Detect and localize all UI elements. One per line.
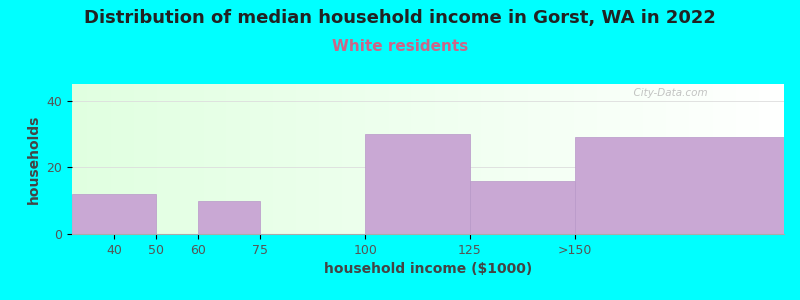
Text: Distribution of median household income in Gorst, WA in 2022: Distribution of median household income … <box>84 9 716 27</box>
Text: City-Data.com: City-Data.com <box>627 88 708 98</box>
Y-axis label: households: households <box>27 114 41 204</box>
Bar <box>470 181 574 234</box>
Bar <box>72 194 156 234</box>
Bar <box>574 137 784 234</box>
Bar <box>198 201 261 234</box>
X-axis label: household income ($1000): household income ($1000) <box>324 262 532 276</box>
Text: White residents: White residents <box>332 39 468 54</box>
Bar <box>365 134 470 234</box>
